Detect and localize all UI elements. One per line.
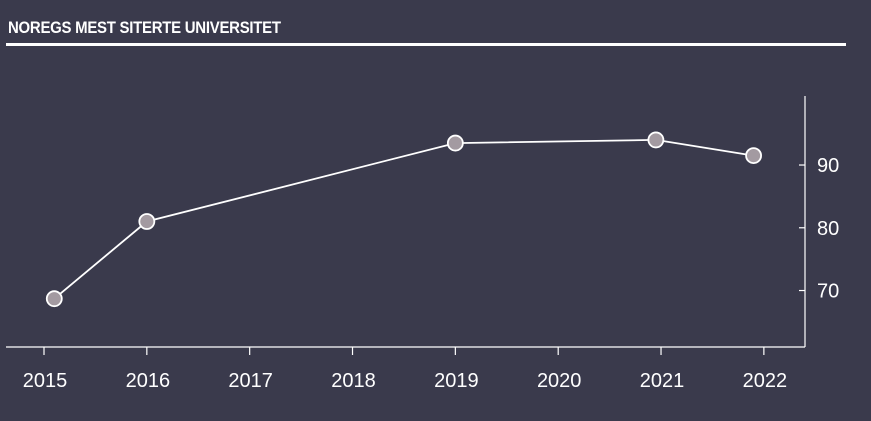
x-tick-label: 2019 xyxy=(434,370,479,392)
x-tick-label: 2022 xyxy=(743,370,788,392)
x-tick-label: 2016 xyxy=(126,370,171,392)
data-point xyxy=(45,290,63,308)
series-line xyxy=(53,138,754,300)
data-point xyxy=(138,213,156,230)
x-tick-label: 2020 xyxy=(537,370,582,392)
y-tick-label: 80 xyxy=(817,218,839,240)
x-tick-label: 2015 xyxy=(23,370,68,392)
chart-title: NOREGS MEST SITERTE UNIVERSITET xyxy=(8,18,281,37)
title-underline xyxy=(6,43,846,46)
data-point xyxy=(745,147,762,165)
chart-series xyxy=(45,131,762,308)
x-tick-label: 2017 xyxy=(228,370,273,392)
y-tick-label: 90 xyxy=(817,155,839,177)
x-tick-label: 2021 xyxy=(640,370,685,392)
data-point xyxy=(446,134,464,152)
y-tick-label: 70 xyxy=(817,281,839,303)
x-tick-label: 2018 xyxy=(331,370,376,392)
chart-axes: 2015 2016 2017 2018 2019 2020 2021 2022 70 80 90 xyxy=(6,96,839,392)
data-point xyxy=(647,131,665,149)
